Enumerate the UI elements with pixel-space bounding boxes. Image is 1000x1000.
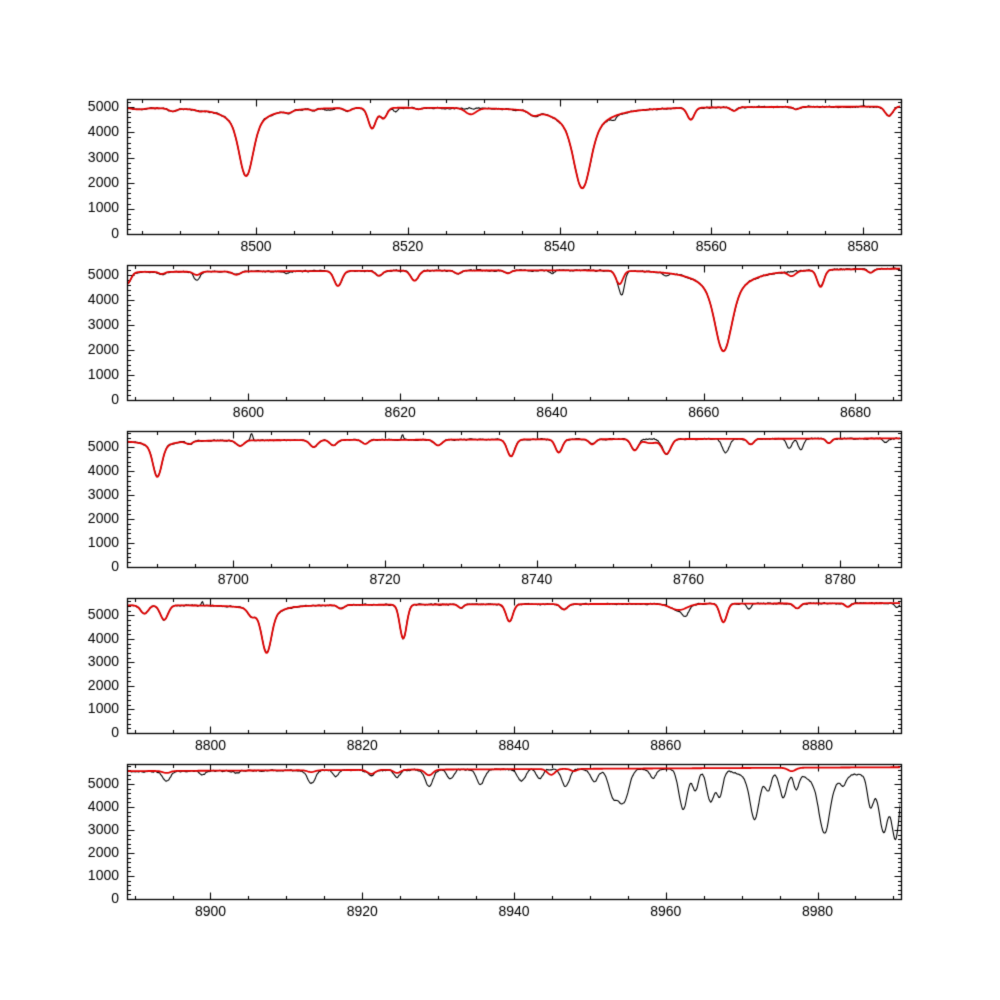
spectrum-panels-canvas xyxy=(0,0,1000,1000)
spectral-fit-figure xyxy=(0,0,1000,1000)
